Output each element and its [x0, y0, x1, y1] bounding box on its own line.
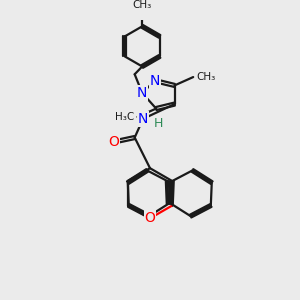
Text: N: N — [138, 112, 148, 126]
Text: O: O — [108, 135, 119, 149]
Text: H₃C: H₃C — [115, 112, 134, 122]
Text: N: N — [137, 86, 147, 100]
Text: O: O — [145, 212, 155, 225]
Text: N: N — [150, 74, 160, 88]
Text: CH₃: CH₃ — [196, 72, 216, 82]
Text: CH₃: CH₃ — [133, 0, 152, 10]
Text: H: H — [154, 116, 163, 130]
